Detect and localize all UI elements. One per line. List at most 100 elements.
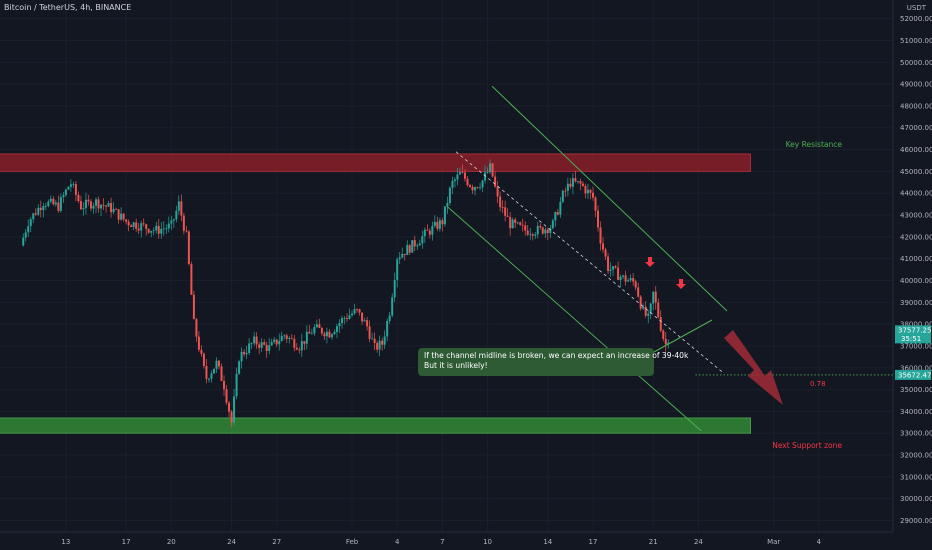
candle (504, 200, 507, 222)
candle-body (431, 226, 434, 235)
candle (74, 180, 77, 202)
candle-body (657, 302, 660, 318)
candle-body (190, 264, 193, 295)
candle (426, 224, 429, 231)
candle (29, 217, 32, 233)
candle-body (466, 178, 469, 186)
candle (418, 239, 421, 246)
candle (524, 221, 527, 236)
candle (162, 221, 165, 236)
candle (197, 331, 200, 353)
candle-body (526, 230, 529, 235)
price-tick-label: 52000.00 (900, 15, 932, 23)
candle (378, 335, 381, 357)
candle (343, 316, 346, 325)
candle-body (82, 208, 85, 210)
candle (602, 237, 605, 253)
candle-body (150, 230, 153, 233)
candle-body (243, 351, 246, 355)
candle-body (220, 366, 223, 381)
candle-body (300, 341, 303, 351)
time-tick-label: 13 (61, 538, 70, 546)
time-axis[interactable]: 13 17 20 24 27 Feb 4 7 10 14 17 21 24 Mar 4 (0, 531, 893, 546)
candle-body (52, 198, 55, 205)
candle (69, 179, 72, 192)
candle-body (348, 315, 351, 319)
level-price-badge (895, 369, 931, 380)
candle (152, 227, 155, 236)
candle (263, 339, 266, 346)
candle (233, 389, 236, 426)
candle-body (458, 172, 461, 175)
candle (599, 221, 602, 251)
price-tick-label: 31000.00 (900, 473, 932, 481)
candle-body (564, 190, 567, 192)
candle (421, 230, 424, 249)
candle (622, 274, 625, 280)
candle-body (664, 338, 667, 345)
symbol-title[interactable]: Bitcoin / TetherUS, 4h, BINANCE (4, 3, 132, 12)
candle-body (479, 187, 482, 189)
candle-body (544, 229, 547, 234)
candle (614, 264, 617, 269)
candle-body (471, 186, 474, 191)
candle-body (654, 291, 657, 303)
price-tick-label: 39000.00 (900, 299, 932, 307)
candle-body (531, 234, 534, 236)
candle-body (47, 201, 50, 207)
candle (67, 186, 70, 190)
candle-body (87, 199, 90, 202)
candle (546, 227, 549, 241)
candle-body (514, 219, 517, 223)
candle (87, 194, 90, 206)
candle-body (388, 315, 391, 321)
candle (383, 330, 386, 350)
candle (393, 272, 396, 303)
candle (258, 341, 261, 355)
candle-body (89, 201, 92, 209)
candle-body (157, 225, 160, 234)
candle-body (642, 306, 645, 309)
candle (499, 191, 502, 212)
candle (411, 240, 414, 253)
candle (248, 338, 251, 356)
candle (102, 198, 105, 211)
candle (275, 339, 278, 348)
candle-body (556, 212, 559, 215)
candle (556, 208, 559, 216)
candle-body (295, 347, 298, 350)
candle-body (32, 213, 35, 220)
candle-body (366, 320, 369, 327)
price-tick-label: 46000.00 (900, 146, 932, 154)
candle (433, 215, 436, 228)
projection-arrow (724, 330, 783, 405)
candle (391, 293, 394, 318)
candle-body (504, 207, 507, 216)
note-connector (653, 319, 713, 353)
candle-body (22, 237, 25, 246)
candle-body (451, 181, 454, 188)
candle-body (413, 240, 416, 247)
candle-body (524, 225, 527, 231)
candle-body (551, 220, 554, 229)
candle-body (110, 203, 113, 213)
candle-body (456, 174, 459, 180)
candle-body (579, 181, 582, 184)
candle-body (303, 341, 306, 344)
candle-body (519, 222, 522, 225)
candle (32, 212, 35, 224)
candle (441, 217, 444, 232)
candle-body (637, 287, 640, 297)
candle-body (461, 172, 464, 173)
candle-body (39, 207, 42, 211)
annotation-note: If the channel midline is broken, we can… (418, 348, 688, 376)
candle (202, 352, 205, 369)
price-axis[interactable]: 29000.00 30000.00 31000.00 32000.00 33000.00… (892, 0, 932, 532)
candle (521, 218, 524, 232)
candle (634, 279, 637, 291)
candle (175, 205, 178, 223)
candle (105, 204, 108, 213)
candle-body (74, 184, 77, 195)
candle (52, 196, 55, 206)
